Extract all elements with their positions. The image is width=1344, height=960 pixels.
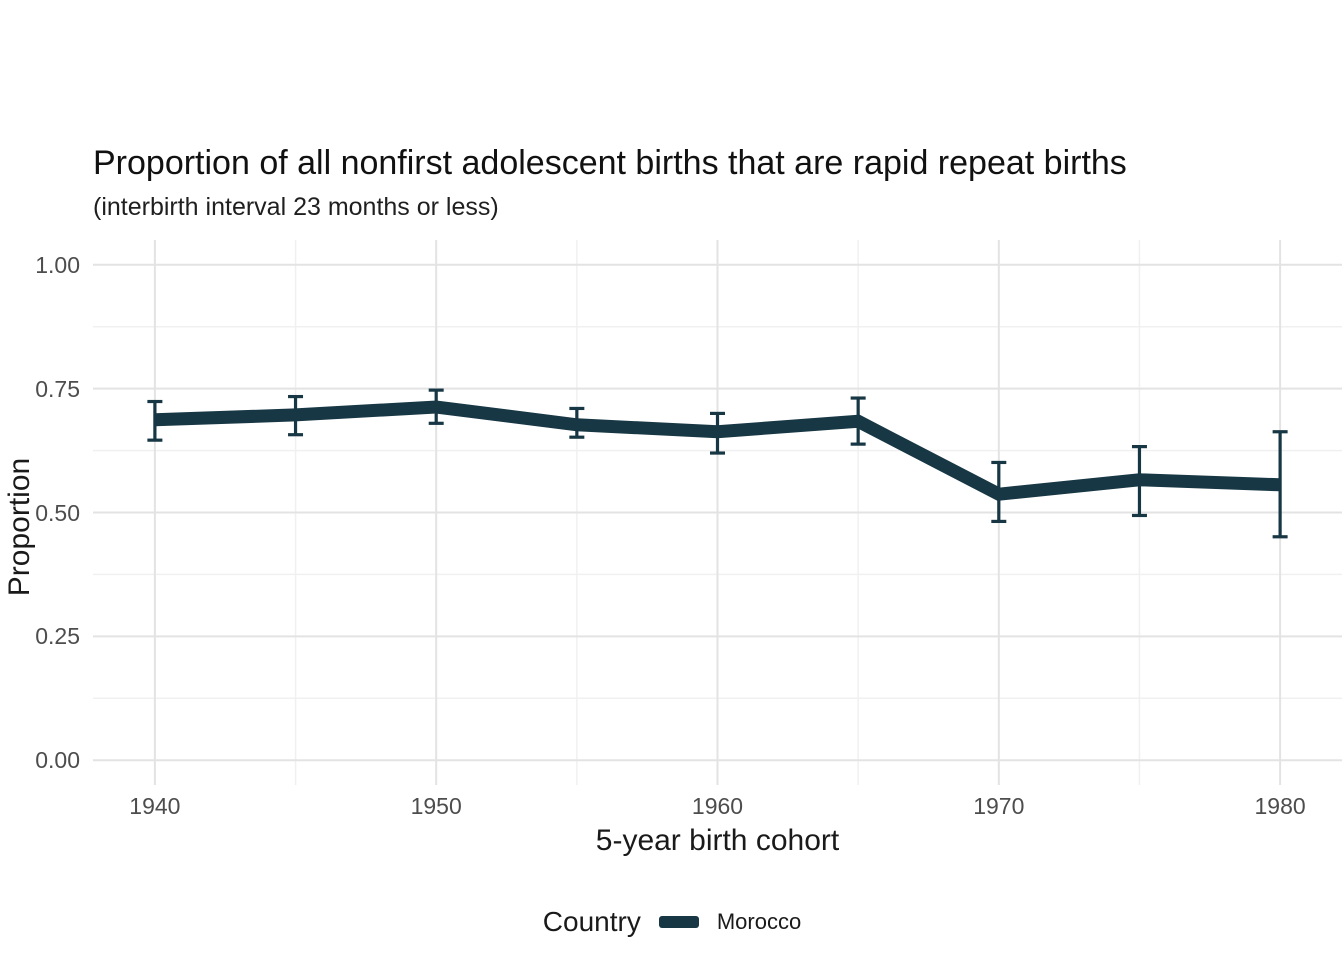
x-tick-label: 1940 [129, 793, 181, 819]
x-tick-label: 1980 [1254, 793, 1306, 819]
y-tick-label: 0.25 [35, 623, 80, 650]
legend: Country Morocco [0, 900, 1344, 944]
y-tick-label: 0.50 [35, 499, 80, 526]
chart-title: Proportion of all nonfirst adolescent bi… [93, 144, 1127, 182]
x-tick-label: 1960 [691, 793, 744, 819]
legend-title: Country [542, 906, 641, 937]
y-axis-title: Proportion [3, 457, 36, 597]
y-tick-label: 0.75 [35, 375, 80, 402]
x-axis-title: 5-year birth cohort [595, 824, 840, 857]
chart-subtitle: (interbirth interval 23 months or less) [93, 193, 499, 221]
x-tick-label: 1950 [410, 793, 462, 819]
series-line-morocco [154, 400, 1281, 501]
x-tick-label: 1970 [973, 793, 1025, 819]
y-tick-label: 1.00 [35, 251, 80, 278]
legend-label-morocco: Morocco [716, 909, 802, 934]
y-tick-label: 0.00 [35, 747, 80, 774]
morocco-line-swatch [658, 916, 699, 928]
